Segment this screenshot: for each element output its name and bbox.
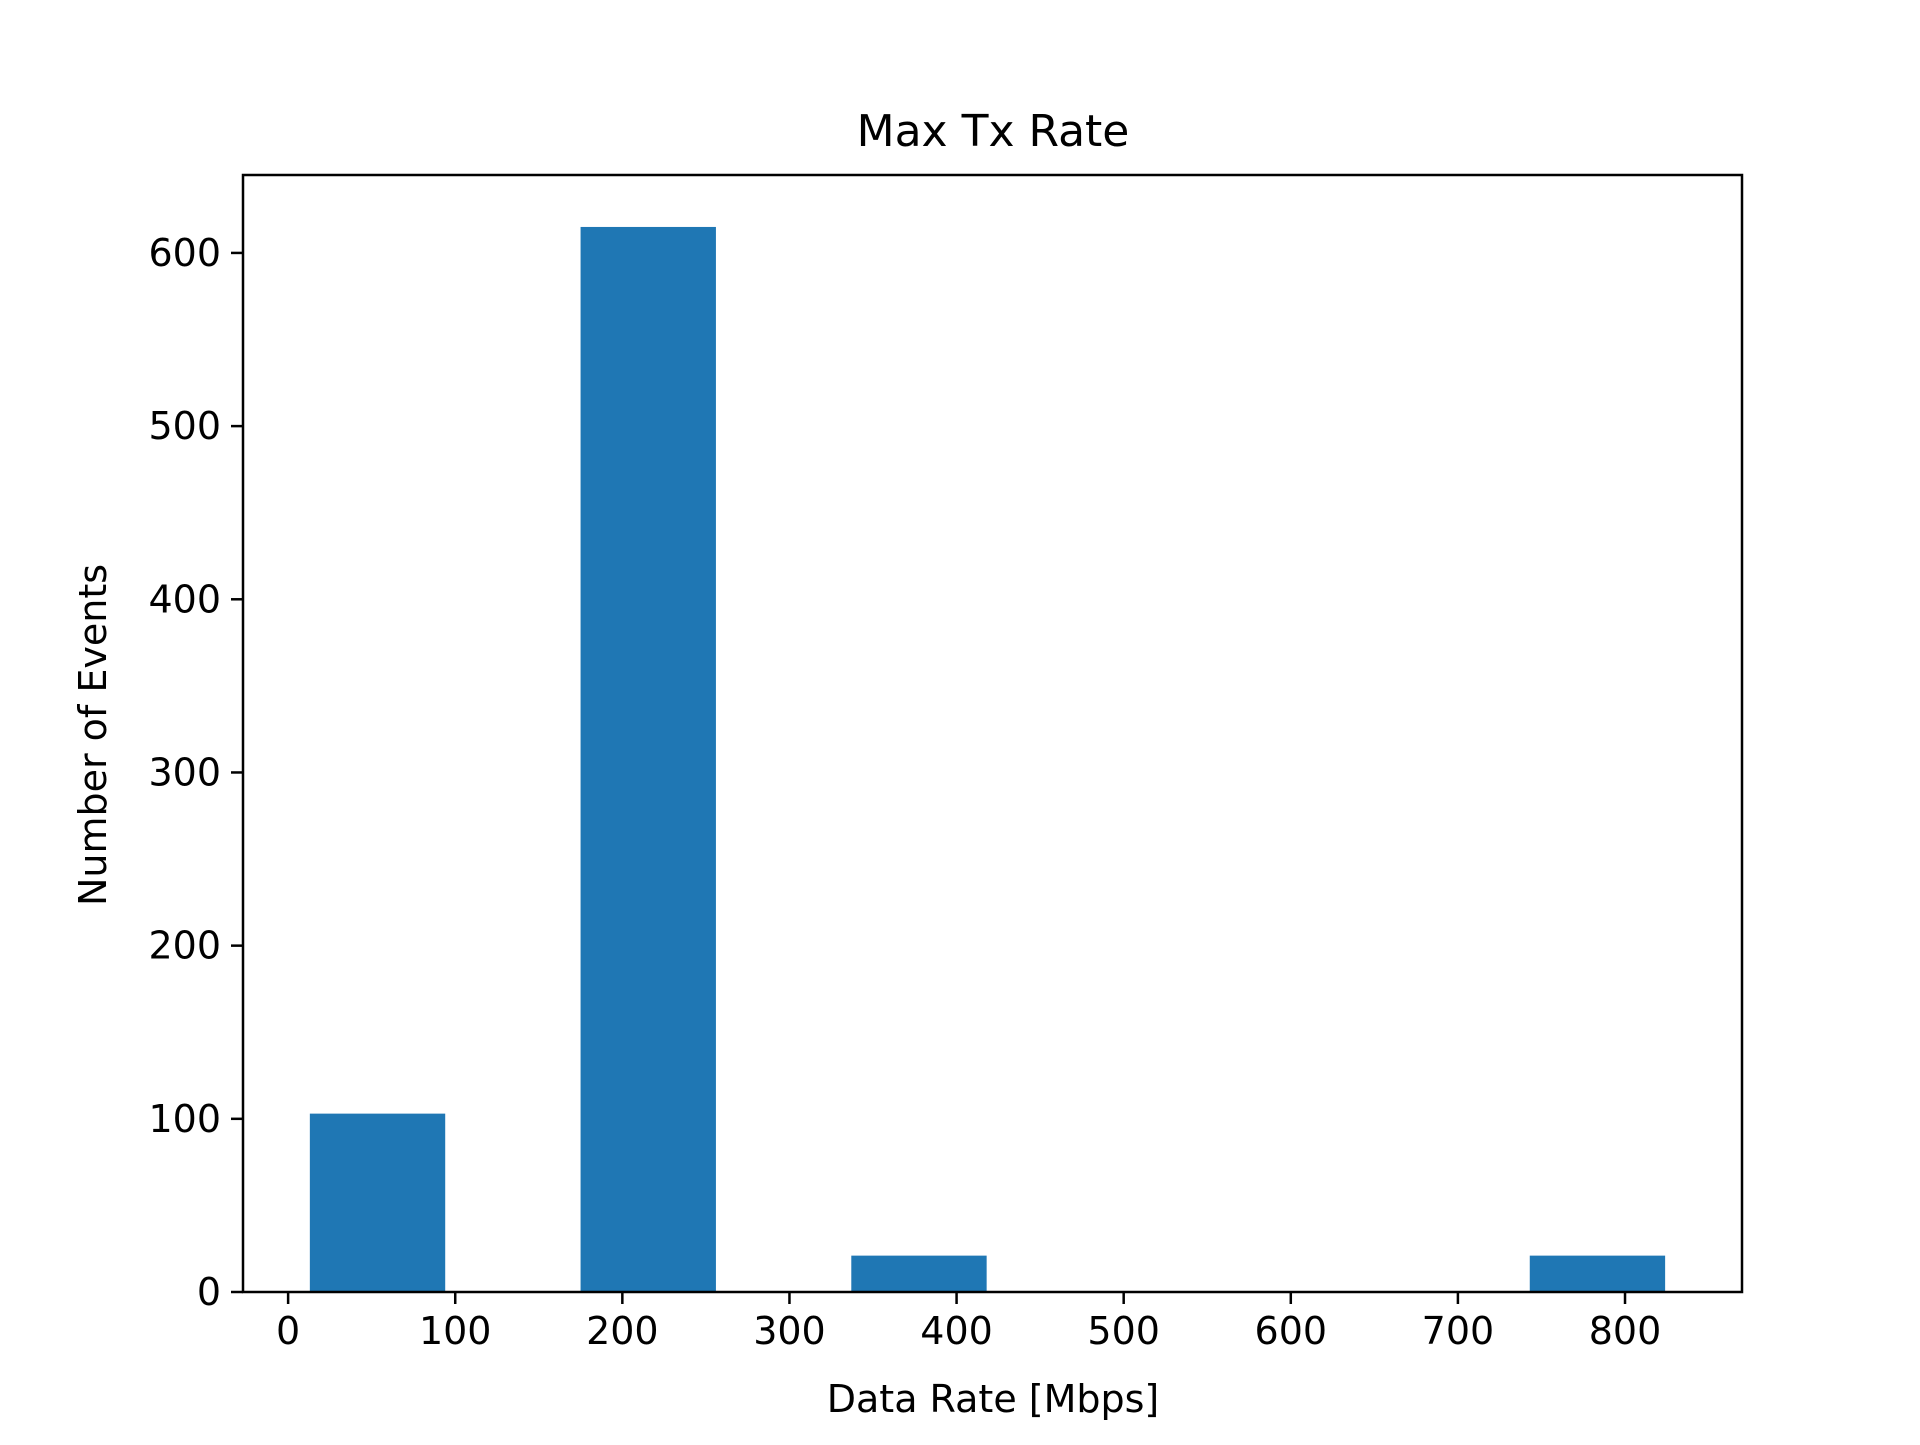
x-tick-label: 0: [276, 1309, 300, 1353]
x-axis-label: Data Rate [Mbps]: [827, 1377, 1160, 1421]
x-tick-label: 600: [1255, 1309, 1328, 1353]
y-tick-label: 400: [148, 577, 221, 621]
x-tick-label: 200: [586, 1309, 659, 1353]
bar-1: [580, 226, 716, 1292]
bar-3: [1529, 1255, 1666, 1292]
x-tick-label: 100: [419, 1309, 492, 1353]
x-tick-label: 500: [1087, 1309, 1160, 1353]
y-tick-label: 200: [148, 924, 221, 968]
x-tick-label: 400: [920, 1309, 993, 1353]
plot-frame: [241, 173, 1744, 1294]
chart-title: Max Tx Rate: [857, 106, 1130, 157]
y-axis-label: Number of Events: [71, 564, 115, 906]
bars-layer: [309, 226, 1666, 1292]
y-tick-label: 100: [148, 1097, 221, 1141]
y-tick-label: 300: [148, 750, 221, 794]
bar-0: [309, 1113, 446, 1292]
y-tick-label: 500: [148, 404, 221, 448]
axes-layer: 0 100 200 300 400 500 600 700 800 0 100 200 300 400 50…: [148, 173, 1744, 1353]
x-tick-label: 300: [753, 1309, 826, 1353]
y-tick-label: 0: [197, 1270, 221, 1314]
x-tick-label: 700: [1422, 1309, 1495, 1353]
x-tick-label: 800: [1589, 1309, 1662, 1353]
y-tick-label: 600: [148, 231, 221, 275]
bar-2: [851, 1255, 987, 1292]
